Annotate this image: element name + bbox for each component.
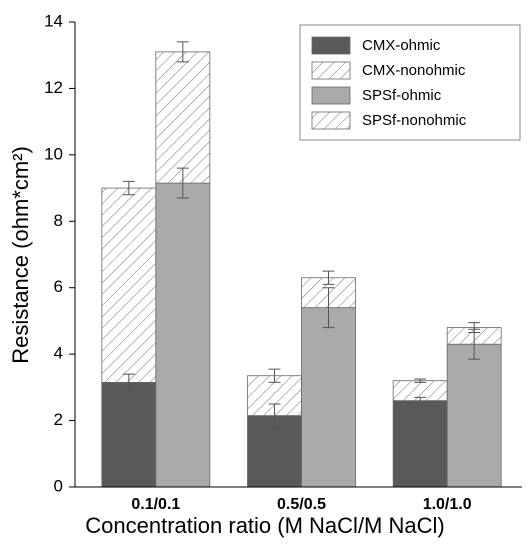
y-tick-label: 0	[54, 476, 63, 495]
legend-swatch	[311, 36, 351, 55]
error-bar	[322, 270, 335, 285]
bar-segment	[101, 187, 157, 383]
legend-swatch	[311, 61, 351, 80]
x-tick-label: 1.0/1.0	[423, 496, 472, 513]
error-bar	[414, 396, 427, 405]
y-axis-label: Resistance (ohm*cm²)	[8, 146, 33, 364]
error-bar	[414, 378, 427, 383]
error-bar	[268, 403, 281, 428]
legend-label: CMX-nonohmic	[362, 62, 466, 79]
error-bar	[176, 167, 189, 199]
error-bar	[176, 41, 189, 63]
error-bar	[122, 180, 135, 196]
y-tick-label: 14	[44, 11, 63, 30]
bar-segment	[155, 182, 211, 488]
legend-label: CMX-ohmic	[362, 37, 441, 54]
error-bar	[322, 287, 335, 329]
error-bar	[468, 322, 481, 334]
y-tick-label: 2	[54, 410, 63, 429]
y-tick-label: 12	[44, 78, 63, 97]
y-tick-label: 4	[54, 344, 63, 363]
error-bar	[122, 373, 135, 392]
y-tick-label: 6	[54, 277, 63, 296]
legend-label: SPSf-ohmic	[362, 87, 442, 104]
bar-segment	[446, 343, 502, 488]
x-axis-label: Concentration ratio (M NaCl/M NaCl)	[85, 513, 444, 538]
x-tick-label: 0.1/0.1	[131, 496, 180, 513]
y-tick-label: 10	[44, 144, 63, 163]
bar-segment	[301, 307, 356, 488]
bar-segment	[101, 381, 157, 488]
x-tick-label: 0.5/0.5	[277, 496, 326, 513]
bar-segment	[392, 400, 448, 488]
y-tick-label: 8	[54, 211, 63, 230]
error-bar	[268, 368, 281, 383]
bar-segment	[155, 51, 211, 184]
legend-swatch	[311, 111, 351, 130]
legend-swatch	[311, 86, 351, 105]
legend-label: SPSf-nonohmic	[362, 112, 467, 129]
